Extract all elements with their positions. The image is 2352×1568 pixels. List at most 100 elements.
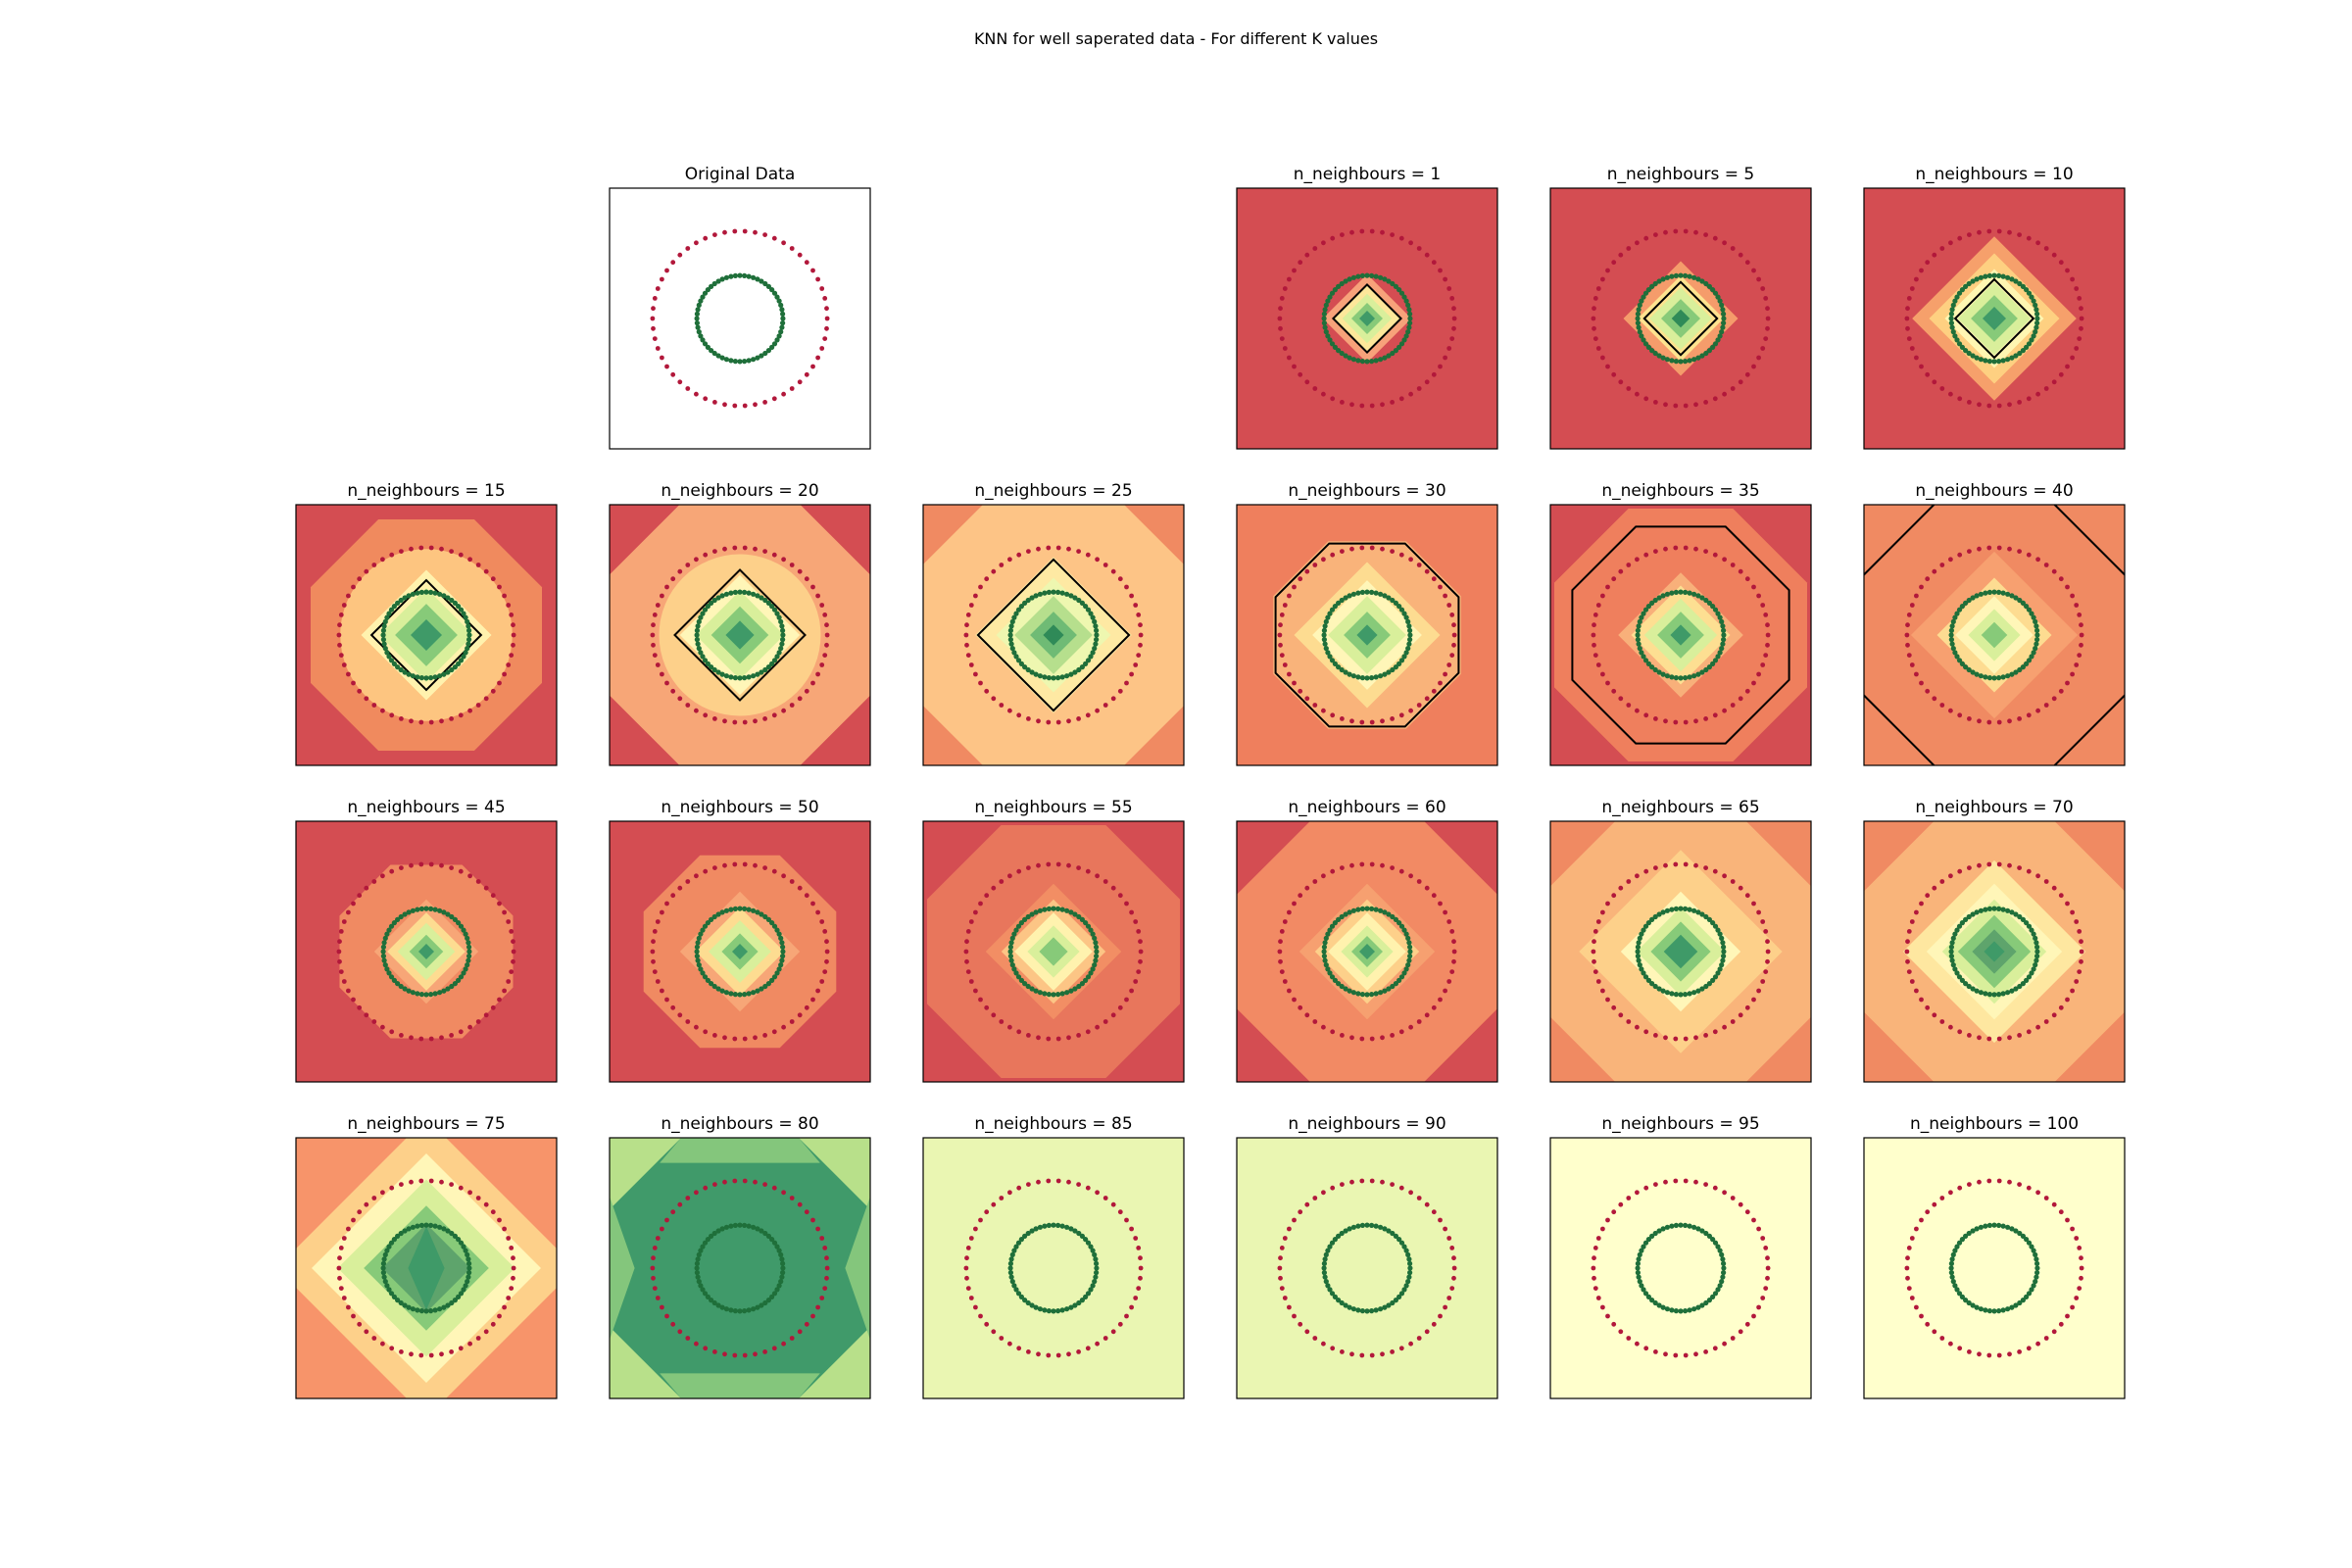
data-point [769,1237,775,1243]
subplot-13: n_neighbours = 60 [1236,798,1498,1083]
data-point [694,240,699,246]
data-point [765,283,772,289]
data-point [1076,1230,1082,1237]
data-point [973,671,978,677]
data-point [1673,1308,1679,1314]
data-point [2031,966,2036,972]
data-point [1347,1226,1352,1232]
data-point [711,983,717,990]
data-point [1967,1349,1972,1354]
data-point [1699,986,1705,992]
data-point [660,671,664,677]
data-point [1712,1346,1718,1351]
outer-class-points [963,861,1144,1042]
data-point [2034,957,2039,963]
data-point [1719,302,1725,308]
data-point [1939,879,1945,884]
data-point [1600,988,1605,994]
data-point [1925,260,1931,266]
data-point [1605,268,1610,273]
data-point [742,1178,748,1184]
data-point [1336,916,1342,923]
data-point [1068,1226,1074,1232]
data-point [1279,1286,1285,1291]
data-point [1369,992,1375,998]
data-point [1124,584,1129,590]
data-point [1398,974,1405,980]
data-point [762,1299,768,1306]
data-point [1626,1196,1632,1200]
data-point [1678,906,1684,911]
data-point [1343,595,1348,601]
data-point [963,949,969,955]
data-point [2070,1226,2076,1232]
data-point [1722,708,1727,713]
data-point [432,1223,438,1229]
data-point [381,957,387,963]
data-point [1016,868,1022,874]
data-point [1730,563,1736,567]
data-point [751,990,757,996]
data-point [2051,379,2057,385]
data-point [2029,294,2034,300]
data-point [1600,909,1605,915]
data-point [1042,674,1048,680]
data-point [364,1012,369,1018]
data-point [2009,988,2015,994]
data-point [1635,1190,1640,1196]
data-point [1378,274,1384,280]
data-point [696,1279,702,1285]
data-point [810,364,815,369]
data-point [1443,988,1447,994]
data-point [1948,557,1953,563]
data-point [2079,622,2083,628]
data-point [1386,595,1392,601]
data-point [458,974,465,980]
inner-class-points [1635,1222,1727,1314]
data-point [1653,1033,1658,1038]
data-point [1703,549,1708,554]
data-point [1996,992,2002,998]
data-point [1703,716,1708,721]
data-point [371,879,377,884]
data-point [418,675,424,681]
data-point [677,885,683,891]
data-point [463,1248,468,1253]
data-point [742,403,748,409]
data-point [1055,992,1061,998]
data-point [1136,653,1142,658]
data-point [1719,646,1725,652]
data-point [723,591,730,597]
data-point [452,916,458,923]
data-point [1710,977,1716,984]
data-point [1008,623,1014,629]
data-point [1007,1190,1012,1196]
data-point [465,1251,470,1257]
data-point [1350,990,1356,996]
data-point [1327,927,1333,933]
data-point [797,696,803,702]
data-point [1072,1302,1078,1308]
data-point [822,296,828,301]
data-point [824,1255,829,1261]
data-point [388,1240,395,1246]
data-point [1703,1033,1708,1038]
data-point [1446,979,1452,984]
data-point [824,642,829,648]
data-point [1925,1004,1931,1010]
data-point [779,641,785,647]
data-point [1124,997,1129,1003]
data-point [991,1201,997,1207]
data-point [709,1233,714,1239]
data-point [1687,590,1692,596]
data-point [2058,688,2064,694]
data-point [1909,979,1915,984]
data-point [1382,1304,1388,1310]
data-point [1042,1307,1048,1313]
data-point [461,1244,466,1250]
data-point [1611,576,1617,582]
decision-boundary [369,578,483,692]
data-point [1693,402,1698,408]
data-point [351,997,356,1003]
data-point [1765,939,1770,945]
